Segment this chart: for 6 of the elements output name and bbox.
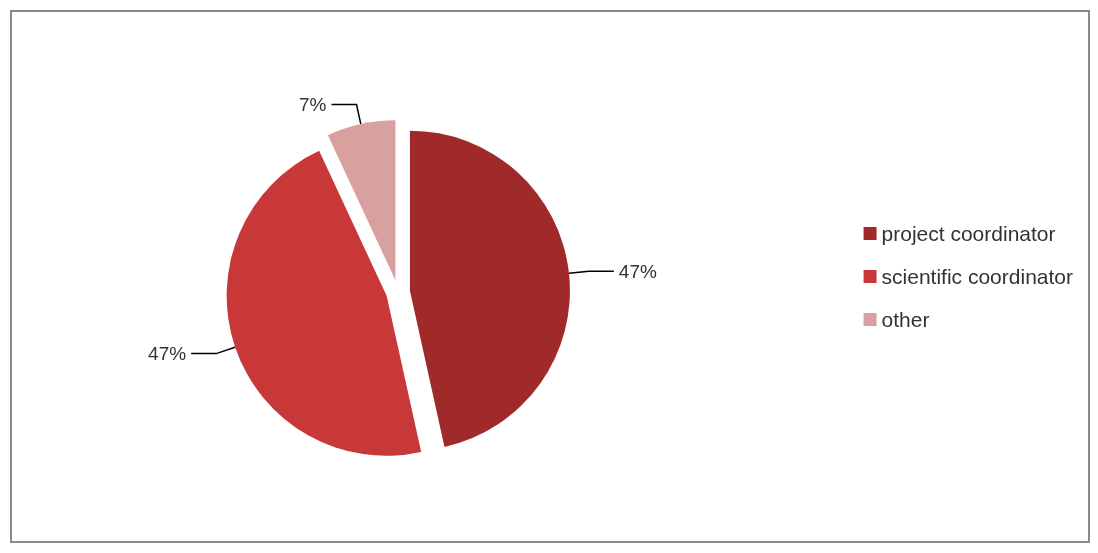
- data-label: 47%: [148, 343, 187, 365]
- legend-label: scientific coordinator: [881, 265, 1074, 288]
- data-label: 47%: [618, 260, 657, 282]
- legend-label: project coordinator: [881, 222, 1056, 245]
- legend-label: other: [881, 308, 930, 331]
- data-label: 7%: [299, 94, 327, 116]
